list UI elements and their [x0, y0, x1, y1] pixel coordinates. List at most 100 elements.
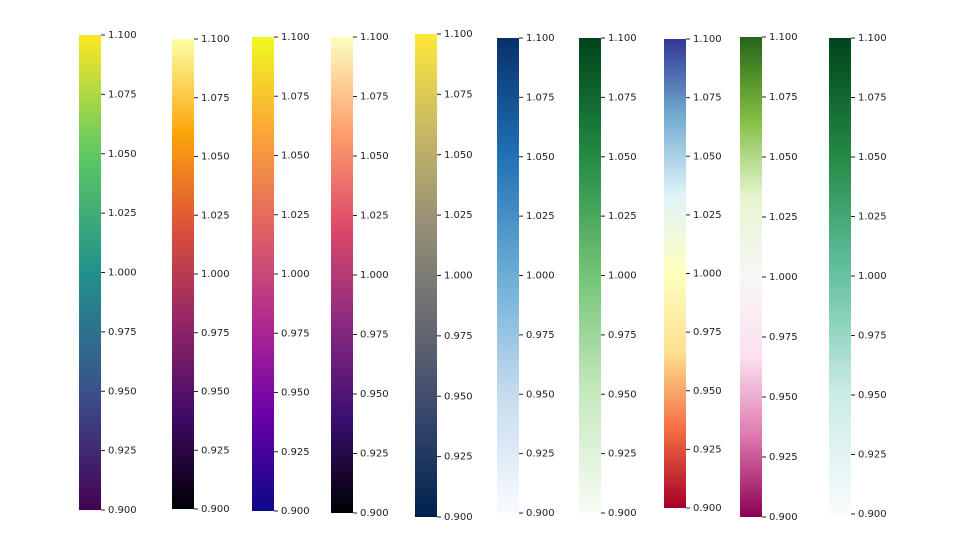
tick-label: 1.050 — [444, 150, 473, 161]
tick-label: 1.100 — [444, 29, 473, 40]
tick-label: 1.000 — [201, 269, 230, 280]
colorbar — [252, 37, 274, 511]
tick-label: 1.075 — [526, 92, 555, 103]
tick-label: 0.900 — [360, 508, 389, 519]
tick-label: 0.950 — [608, 389, 637, 400]
colorbar — [172, 39, 194, 509]
tick-label: 1.025 — [693, 210, 722, 221]
tick-label: 1.050 — [608, 152, 637, 163]
tick-label: 1.025 — [201, 210, 230, 221]
tick-label: 1.000 — [608, 271, 637, 282]
tick-label: 1.025 — [281, 210, 310, 221]
tick-label: 1.075 — [360, 92, 389, 103]
tick-label: 1.075 — [444, 89, 473, 100]
tick-label: 1.050 — [201, 152, 230, 163]
tick-label: 1.100 — [108, 30, 137, 41]
tick-label: 0.925 — [769, 452, 798, 463]
tick-label: 1.100 — [769, 32, 798, 43]
tick-label: 1.050 — [693, 151, 722, 162]
colorbar — [415, 34, 437, 517]
tick-label: 0.925 — [108, 446, 137, 457]
tick-label: 1.050 — [360, 151, 389, 162]
tick-label: 1.025 — [444, 210, 473, 221]
tick-label: 1.075 — [693, 93, 722, 104]
tick-label: 1.025 — [858, 212, 887, 223]
tick-label: 0.900 — [608, 508, 637, 519]
tick-label: 1.100 — [281, 32, 310, 43]
colorbar — [740, 37, 762, 517]
tick-label: 1.050 — [858, 152, 887, 163]
tick-label: 0.900 — [201, 504, 230, 515]
tick-label: 0.950 — [444, 391, 473, 402]
tick-label: 1.000 — [693, 269, 722, 280]
tick-label: 1.100 — [360, 32, 389, 43]
tick-label: 1.025 — [526, 211, 555, 222]
tick-label: 1.075 — [201, 93, 230, 104]
tick-label: 1.075 — [769, 92, 798, 103]
tick-label: 1.050 — [769, 152, 798, 163]
tick-label: 1.100 — [608, 33, 637, 44]
tick-label: 1.000 — [526, 271, 555, 282]
tick-label: 1.075 — [858, 93, 887, 104]
tick-label: 1.025 — [108, 208, 137, 219]
tick-label: 0.975 — [769, 332, 798, 343]
tick-label: 0.975 — [526, 330, 555, 341]
tick-label: 0.900 — [444, 512, 473, 523]
tick-label: 0.975 — [201, 328, 230, 339]
colorbar — [331, 37, 353, 513]
tick-label: 0.925 — [608, 449, 637, 460]
tick-label: 0.975 — [444, 331, 473, 342]
tick-label: 1.000 — [108, 268, 137, 279]
tick-label: 1.050 — [526, 152, 555, 163]
tick-label: 0.950 — [281, 388, 310, 399]
tick-label: 1.000 — [360, 270, 389, 281]
tick-label: 1.000 — [769, 272, 798, 283]
tick-label: 1.100 — [526, 33, 555, 44]
tick-label: 0.900 — [693, 503, 722, 514]
tick-label: 0.975 — [360, 330, 389, 341]
tick-label: 1.025 — [769, 212, 798, 223]
tick-label: 0.975 — [858, 331, 887, 342]
tick-label: 1.050 — [281, 151, 310, 162]
tick-label: 0.900 — [526, 508, 555, 519]
colorbar — [497, 38, 519, 513]
tick-label: 0.950 — [526, 389, 555, 400]
tick-label: 1.050 — [108, 149, 137, 160]
tick-label: 0.950 — [201, 387, 230, 398]
tick-label: 0.975 — [281, 328, 310, 339]
tick-label: 0.950 — [108, 386, 137, 397]
tick-label: 0.950 — [769, 392, 798, 403]
tick-label: 1.000 — [858, 271, 887, 282]
tick-label: 1.100 — [201, 34, 230, 45]
colorbar — [79, 35, 101, 510]
tick-label: 1.100 — [693, 34, 722, 45]
tick-label: 0.900 — [108, 505, 137, 516]
tick-label: 1.075 — [608, 92, 637, 103]
tick-label: 0.925 — [201, 445, 230, 456]
tick-label: 0.975 — [693, 327, 722, 338]
tick-label: 0.950 — [360, 389, 389, 400]
tick-label: 1.075 — [281, 91, 310, 102]
colorbar — [664, 39, 686, 508]
tick-label: 1.025 — [360, 211, 389, 222]
tick-label: 0.925 — [444, 452, 473, 463]
tick-label: 1.075 — [108, 89, 137, 100]
tick-label: 0.975 — [608, 330, 637, 341]
tick-label: 0.925 — [526, 449, 555, 460]
tick-label: 1.000 — [281, 269, 310, 280]
tick-label: 0.950 — [858, 390, 887, 401]
tick-label: 0.925 — [281, 447, 310, 458]
tick-label: 0.900 — [769, 512, 798, 523]
tick-label: 1.025 — [608, 211, 637, 222]
tick-label: 0.925 — [693, 444, 722, 455]
tick-label: 0.900 — [281, 506, 310, 517]
tick-label: 0.975 — [108, 327, 137, 338]
tick-label: 1.000 — [444, 271, 473, 282]
tick-label: 0.950 — [693, 386, 722, 397]
tick-label: 0.925 — [360, 449, 389, 460]
tick-label: 1.100 — [858, 33, 887, 44]
tick-label: 0.900 — [858, 509, 887, 520]
colorbar — [579, 38, 601, 513]
colorbar — [829, 38, 851, 514]
